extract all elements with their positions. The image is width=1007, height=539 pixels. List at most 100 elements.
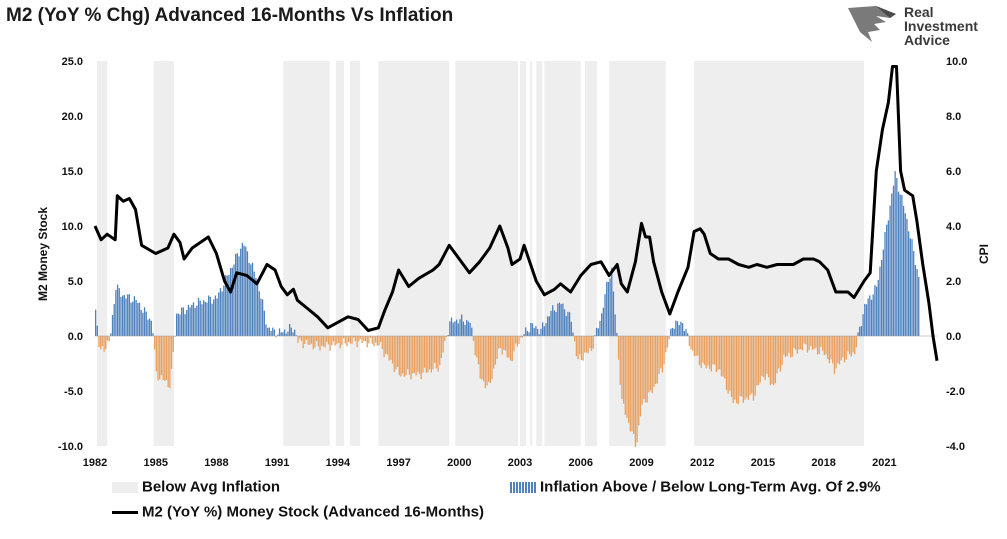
inflation-bar-248 xyxy=(513,336,515,352)
inflation-bar-273 xyxy=(555,311,557,336)
inflation-bar-205 xyxy=(440,336,443,358)
inflation-bar-107 xyxy=(275,336,277,338)
inflation-bar-190 xyxy=(415,336,417,376)
inflation-bar-380 xyxy=(735,336,738,404)
inflation-bar-173 xyxy=(386,336,389,355)
inflation-bar-442 xyxy=(840,336,842,361)
legend-item-line: M2 (YoY %) Money Stock (Advanced 16-Mont… xyxy=(112,503,484,521)
inflation-bar-111 xyxy=(282,332,284,336)
left-tick-label: 15.0 xyxy=(62,166,83,178)
inflation-bar-291 xyxy=(585,336,588,353)
inflation-bar-374 xyxy=(725,336,728,391)
x-tick-label: 2012 xyxy=(690,457,714,469)
inflation-bar-198 xyxy=(428,336,431,370)
inflation-bar-83 xyxy=(235,254,237,336)
inflation-bar-335 xyxy=(660,336,662,369)
inflation-bar-118 xyxy=(294,329,296,336)
inflation-bar-186 xyxy=(408,336,411,375)
inflation-bar-377 xyxy=(730,336,733,397)
inflation-bar-215 xyxy=(457,323,459,336)
left-tick-label: 10.0 xyxy=(62,221,83,233)
inflation-bar-151 xyxy=(349,336,351,344)
inflation-bar-202 xyxy=(435,336,438,369)
inflation-bar-117 xyxy=(292,332,294,336)
inflation-bar-182 xyxy=(401,336,404,374)
inflation-bar-275 xyxy=(558,302,561,336)
inflation-bar-478 xyxy=(901,195,903,336)
chart-title: M2 (YoY % Chg) Advanced 16-Months Vs Inf… xyxy=(6,5,454,26)
inflation-bar-92 xyxy=(250,264,252,336)
inflation-bar-387 xyxy=(747,336,750,400)
inflation-bar-193 xyxy=(420,336,422,380)
inflation-bar-467 xyxy=(882,249,884,336)
inflation-bar-34 xyxy=(152,333,154,336)
inflation-bar-88 xyxy=(243,245,245,336)
inflation-bar-350 xyxy=(685,329,687,336)
inflation-bar-74 xyxy=(219,288,222,336)
inflation-bar-99 xyxy=(261,299,264,336)
inflation-bar-361 xyxy=(703,336,706,365)
inflation-bar-407 xyxy=(781,336,783,365)
inflation-bar-30 xyxy=(145,311,147,336)
inflation-bar-306 xyxy=(611,267,613,336)
inflation-bar-371 xyxy=(720,336,723,377)
inflation-bar-468 xyxy=(884,232,886,336)
inflation-bar-33 xyxy=(150,320,152,336)
inflation-bar-287 xyxy=(579,336,581,355)
inflation-bar-73 xyxy=(218,292,220,336)
inflation-bar-168 xyxy=(378,336,380,346)
inflation-bar-351 xyxy=(687,333,689,336)
shaded-periods xyxy=(97,61,865,446)
inflation-bar-310 xyxy=(617,336,620,360)
inflation-bar-453 xyxy=(859,326,861,336)
inflation-bar-119 xyxy=(295,335,298,336)
inflation-bar-15 xyxy=(120,296,122,336)
inflation-bar-400 xyxy=(769,336,771,386)
x-tick-label: 2006 xyxy=(569,457,593,469)
inflation-bar-217 xyxy=(461,314,463,336)
inflation-bar-256 xyxy=(526,331,529,336)
inflation-bar-471 xyxy=(889,205,891,336)
inflation-bar-66 xyxy=(206,302,208,336)
inflation-bar-133 xyxy=(319,336,321,351)
inflation-bar-98 xyxy=(260,298,262,336)
inflation-bar-62 xyxy=(199,300,201,336)
inflation-bar-439 xyxy=(835,336,837,369)
inflation-bar-483 xyxy=(909,238,911,336)
inflation-bar-258 xyxy=(530,322,532,336)
inflation-bar-47 xyxy=(174,336,176,337)
inflation-bar-369 xyxy=(717,336,719,371)
shade-period-9 xyxy=(536,61,543,446)
inflation-bar-267 xyxy=(545,323,547,336)
inflation-bar-409 xyxy=(784,336,787,358)
inflation-bar-404 xyxy=(776,336,778,374)
inflation-bar-365 xyxy=(710,336,712,372)
inflation-bar-68 xyxy=(209,296,211,336)
inflation-bar-444 xyxy=(843,336,846,363)
inflation-bar-212 xyxy=(452,322,454,336)
inflation-bar-229 xyxy=(481,336,483,380)
inflation-bar-330 xyxy=(651,336,653,394)
inflation-bar-142 xyxy=(334,336,336,346)
legend-item-bars: Inflation Above / Below Long-Term Avg. O… xyxy=(510,478,881,496)
inflation-bars xyxy=(95,171,920,448)
shade-period-5 xyxy=(378,61,450,446)
inflation-bar-162 xyxy=(368,336,370,344)
inflation-bar-234 xyxy=(489,336,491,383)
inflation-bar-417 xyxy=(798,336,800,350)
inflation-bar-257 xyxy=(528,332,530,336)
inflation-bar-282 xyxy=(570,321,572,336)
inflation-bar-82 xyxy=(233,264,235,336)
inflation-bar-86 xyxy=(240,248,242,336)
inflation-bar-203 xyxy=(437,336,439,372)
inflation-bar-245 xyxy=(508,336,510,358)
inflation-bar-247 xyxy=(511,336,513,362)
inflation-bar-466 xyxy=(881,259,883,336)
shade-period-2 xyxy=(283,61,330,446)
inflation-bar-399 xyxy=(767,336,770,378)
inflation-bar-329 xyxy=(649,336,652,391)
inflation-bar-367 xyxy=(714,336,716,365)
inflation-bar-235 xyxy=(491,336,493,380)
inflation-bar-210 xyxy=(449,321,451,336)
inflation-bar-243 xyxy=(504,336,507,351)
